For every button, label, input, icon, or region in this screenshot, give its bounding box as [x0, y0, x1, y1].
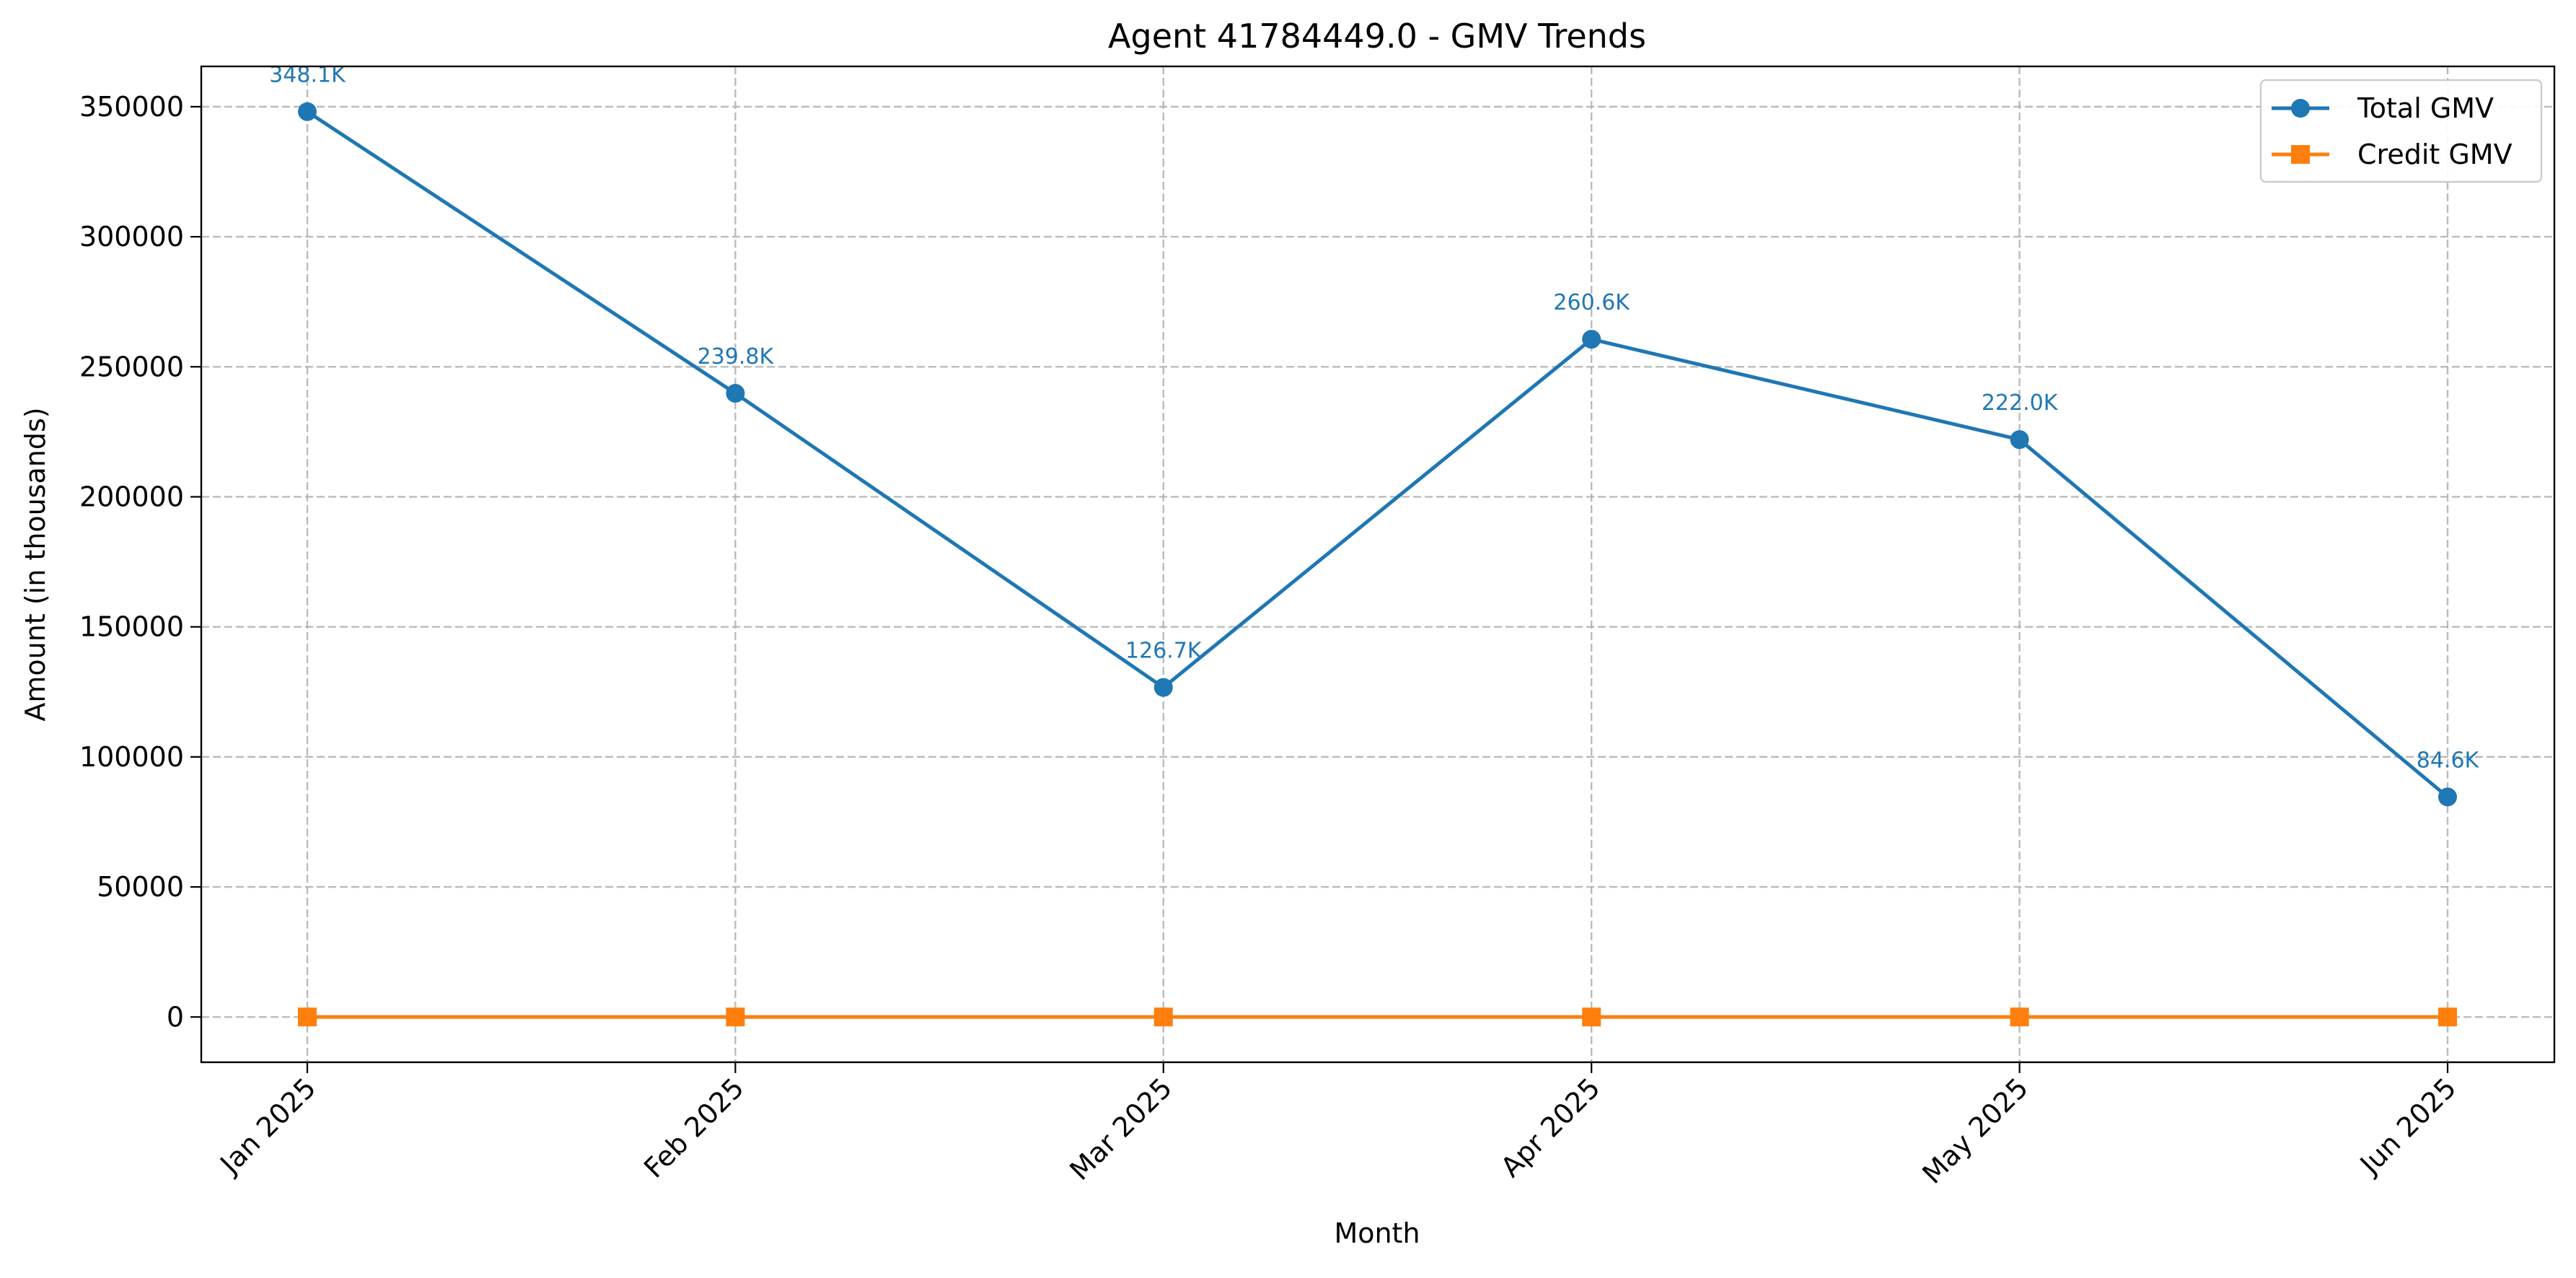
y-tick-label: 100000 [79, 741, 184, 773]
x-tick-label: Apr 2025 [1495, 1072, 1606, 1183]
data-label: 126.7K [1125, 639, 1203, 664]
x-tick-label: Jun 2025 [2353, 1072, 2462, 1181]
x-tick-label: May 2025 [1916, 1072, 2034, 1190]
total-gmv-marker [298, 102, 317, 121]
series-credit-gmv [298, 1007, 2457, 1027]
plot-area-frame [200, 65, 2556, 1064]
y-tick-label: 350000 [79, 91, 184, 123]
credit-gmv-marker [1582, 1007, 1601, 1027]
total-gmv-line [305, 110, 2450, 799]
y-tick-label: 50000 [97, 871, 184, 903]
total-gmv-marker [1582, 330, 1601, 349]
axis-layer: Jan 2025 Feb 2025 Mar 2025 Apr 2025 May 2025… [79, 91, 2462, 1190]
credit-gmv-marker [726, 1007, 745, 1027]
y-tick-label: 250000 [79, 351, 184, 382]
x-tick-label: Feb 2025 [638, 1072, 750, 1184]
x-tick-label: Jan 2025 [213, 1072, 322, 1181]
legend-label: Total GMV [2357, 92, 2494, 124]
total-gmv-marker [2438, 787, 2457, 807]
credit-gmv-marker [1153, 1007, 1173, 1027]
data-label: 239.8K [698, 344, 775, 369]
y-tick-label: 200000 [79, 481, 184, 512]
x-axis-label: Month [1334, 1217, 1420, 1249]
legend-box [2259, 79, 2543, 183]
data-label: 84.6K [2417, 748, 2480, 773]
chart-title: Agent 41784449.0 - GMV Trends [1108, 17, 1646, 56]
total-gmv-marker [1153, 678, 1173, 697]
credit-gmv-marker [2438, 1007, 2457, 1027]
y-tick-label: 0 [167, 1001, 184, 1033]
x-tick-label: Mar 2025 [1063, 1072, 1178, 1186]
data-label: 222.0K [1982, 390, 2059, 416]
total-gmv-marker [2010, 430, 2029, 450]
legend-item-total-gmv: Total GMV [2272, 92, 2494, 124]
legend-swatch-marker [2291, 99, 2310, 118]
legend-item-credit-gmv: Credit GMV [2272, 139, 2513, 170]
legend-swatch-marker [2291, 145, 2310, 164]
y-tick-label: 150000 [79, 611, 184, 643]
total-gmv-marker [726, 384, 745, 403]
credit-gmv-marker [2010, 1007, 2029, 1027]
y-tick-label: 300000 [79, 221, 184, 253]
y-axis-label: Amount (in thousands) [19, 407, 51, 721]
legend-label: Credit GMV [2357, 139, 2513, 170]
grid-layer [201, 66, 2554, 1062]
credit-gmv-marker [298, 1007, 317, 1027]
legend: Total GMV Credit GMV [2259, 79, 2543, 183]
data-label: 260.6K [1553, 290, 1630, 315]
